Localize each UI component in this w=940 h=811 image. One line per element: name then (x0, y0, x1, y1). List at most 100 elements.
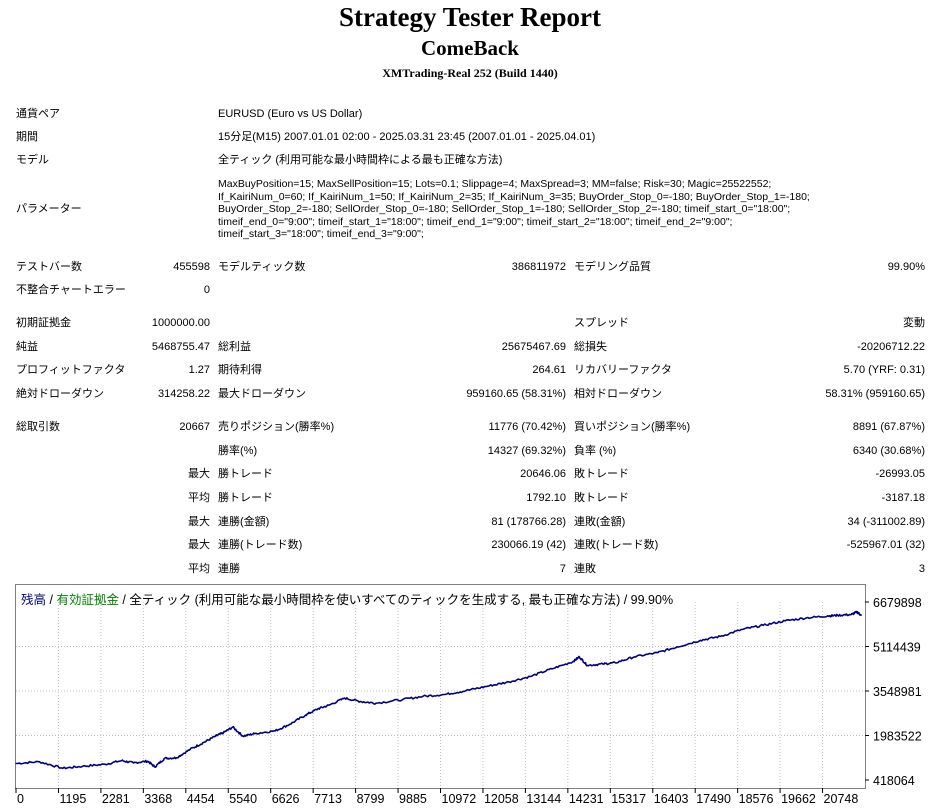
avg-win-label: 勝トレード (218, 492, 273, 504)
spread-label: スプレッド (574, 317, 629, 329)
balance-chart: 6679898 5114439 3548981 1983522 418064 0 1195 2… (15, 584, 937, 806)
balance-point (189, 748, 191, 750)
x-tick-label: 9885 (399, 792, 427, 806)
balance-point (274, 730, 276, 732)
avg-win-value: 1792.10 (526, 492, 566, 504)
balance-point (614, 662, 616, 664)
balance-point (175, 757, 177, 759)
balance-point (572, 661, 574, 663)
y-tick-label: 1983522 (873, 730, 922, 744)
balance-point (422, 695, 424, 697)
chart-axes: 6679898 5114439 3548981 1983522 418064 0 1195 2… (15, 596, 922, 806)
balance-point (222, 732, 224, 734)
max-dd-label: 最大ドローダウン (218, 388, 306, 400)
total-trades-value: 20667 (179, 421, 210, 433)
largest-win-value: 20646.06 (520, 468, 566, 480)
x-tick-label: 14231 (569, 792, 604, 806)
server-name: XMTrading-Real 252 (Build 1440) (382, 66, 558, 80)
symbol-label: 通貨ペア (16, 108, 60, 120)
x-tick-label: 12058 (484, 792, 519, 806)
max-consec-profit-label: 連勝(トレード数) (218, 539, 303, 551)
x-tick-label: 6626 (272, 792, 300, 806)
avg-loss-value: -3187.18 (881, 492, 925, 504)
avg-consec-wins-label: 連勝 (218, 563, 240, 575)
mismatch-label: 不整合チャートエラー (16, 284, 126, 296)
balance-point (856, 611, 858, 613)
y-tick-label: 418064 (873, 774, 915, 788)
period-value: 15分足(M15) 2007.01.01 02:00 - 2025.03.31 … (218, 131, 596, 143)
avg-consec-wins-value: 7 (559, 563, 566, 575)
bars-value: 455598 (173, 261, 210, 273)
report-title: Strategy Tester Report (339, 2, 601, 32)
x-tick-label: 3368 (144, 792, 172, 806)
params-line: timeif_start_3="18:00"; timeif_end_3="9:… (218, 228, 424, 240)
x-tick-label: 7713 (314, 792, 342, 806)
balance-point (328, 704, 330, 706)
gross-loss-value: -20206712.22 (857, 341, 925, 353)
x-tick-label: 16403 (654, 792, 689, 806)
balance-point (254, 733, 256, 735)
max-label: 最大 (188, 468, 210, 480)
largest-loss-label: 敗トレード (574, 468, 629, 480)
avg-label: 平均 (188, 492, 210, 504)
x-tick-label: 17490 (696, 792, 731, 806)
x-tick-label: 13144 (526, 792, 561, 806)
x-tick-label: 4454 (187, 792, 215, 806)
net-value: 5468755.47 (151, 341, 210, 353)
params-value: MaxBuyPosition=15; MaxSellPosition=15; L… (218, 178, 918, 241)
avg-loss-label: 敗トレード (574, 492, 629, 504)
balance-point (529, 675, 531, 678)
max-consec-losses-label: 連敗(金額) (574, 516, 626, 528)
params-line: If_KairiNum_0=60; If_KairiNum_1=50; If_K… (218, 190, 810, 203)
balance-point (487, 685, 489, 687)
avg-label: 平均 (188, 563, 210, 575)
x-tick-label: 19662 (781, 792, 816, 806)
balance-point (121, 760, 123, 762)
rel-dd-value: 58.31% (959160.65) (825, 388, 925, 400)
chart-legend: 残高 / 有効証拠金 / 全ティック (利用可能な最小時間枠を使いすべてのティッ… (21, 592, 673, 607)
loss-pct-label: 負率 (%) (574, 445, 617, 457)
recovery-value: 5.70 (YRF: 0.31) (843, 364, 925, 376)
balance-point (633, 656, 635, 658)
balance-point (465, 690, 467, 692)
balance-point (676, 646, 678, 648)
short-label: 売りポジション(勝率%) (218, 421, 335, 433)
ticks-value: 386811972 (511, 261, 566, 273)
balance-chart-svg: 6679898 5114439 3548981 1983522 418064 0 1195 2… (15, 584, 922, 806)
balance-point (657, 652, 659, 654)
max-dd-value: 959160.65 (58.31%) (466, 388, 566, 400)
balance-point (602, 663, 604, 665)
params-line: MaxBuyPosition=15; MaxSellPosition=15; L… (218, 178, 772, 190)
balance-point (203, 741, 205, 743)
win-pct-label: 勝率(%) (218, 445, 258, 457)
balance-point (827, 615, 829, 617)
deposit-label: 初期証拠金 (16, 317, 71, 329)
legend-equity: 有効証拠金 (56, 592, 119, 607)
max-consec-loss-value: -525967.01 (32) (846, 539, 925, 551)
recovery-label: リカバリーファクタ (574, 364, 672, 376)
loss-pct-value: 6340 (30.68%) (852, 445, 925, 457)
x-tick-label: 0 (17, 792, 24, 806)
chart-series (15, 610, 862, 770)
long-label: 買いポジション(勝率%) (574, 421, 691, 433)
win-pct-value: 14327 (69.32%) (487, 445, 566, 457)
x-tick-label: 15317 (611, 792, 646, 806)
balance-point (719, 635, 721, 637)
balance-point (402, 698, 404, 701)
x-tick-label: 8799 (357, 792, 385, 806)
ticks-label: モデルティック数 (218, 261, 306, 273)
balance-point (699, 639, 701, 641)
period-label: 期間 (16, 131, 38, 143)
balance-point (214, 735, 217, 737)
max-consec-wins-value: 81 (178766.28) (491, 516, 566, 528)
rel-dd-label: 相対ドローダウン (574, 388, 662, 400)
balance-point (837, 614, 839, 616)
spread-value: 変動 (903, 317, 925, 329)
max-consec-profit-value: 230066.19 (42) (491, 539, 566, 551)
balance-point (444, 693, 446, 695)
symbol-value: EURUSD (Euro vs US Dollar) (218, 108, 363, 120)
max-label: 最大 (188, 516, 210, 528)
x-tick-label: 2281 (102, 792, 130, 806)
gross-profit-value: 25675467.69 (501, 341, 566, 353)
net-label: 純益 (16, 341, 38, 353)
